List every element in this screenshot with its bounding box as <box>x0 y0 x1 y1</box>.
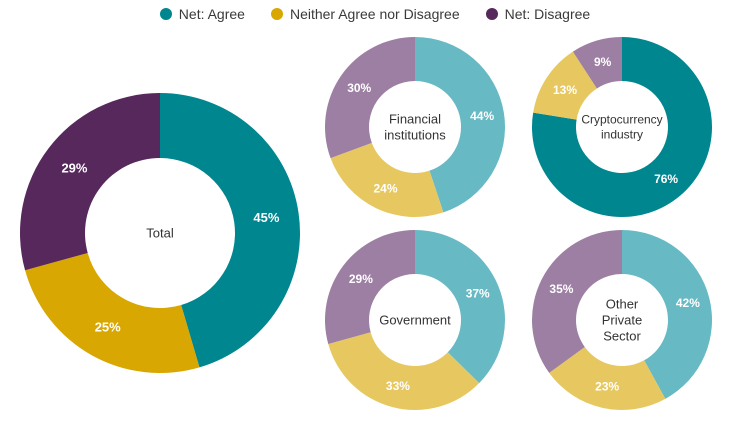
slice-government-neither <box>328 332 480 410</box>
center-label-financial-institutions: Financial <box>389 112 441 127</box>
center-label-government: Government <box>379 313 451 328</box>
value-label-total-disagree: 29% <box>61 160 87 175</box>
slice-government-agree <box>415 230 505 384</box>
legend-label-neither: Neither Agree nor Disagree <box>289 6 460 22</box>
slice-government-disagree <box>325 230 415 344</box>
legend-label-agree: Net: Agree <box>178 6 245 22</box>
center-label-total: Total <box>146 226 174 241</box>
value-label-other-private-sector-neither: 23% <box>595 379 619 393</box>
value-label-government-disagree: 29% <box>349 272 373 286</box>
slice-total-neither <box>25 252 200 373</box>
value-label-government-neither: 33% <box>386 379 410 393</box>
legend-item-neither: Neither Agree nor Disagree <box>270 6 460 22</box>
center-label-financial-institutions: institutions <box>384 128 446 143</box>
legend: Net: Agree Neither Agree nor Disagree Ne… <box>0 6 750 22</box>
slice-financial-institutions-agree <box>415 37 506 213</box>
legend-swatch-disagree <box>485 8 498 20</box>
legend-item-disagree: Net: Disagree <box>485 6 591 22</box>
donut-government: 37% 33% 29% Government <box>325 230 505 410</box>
value-label-cryptocurrency-industry-agree: 76% <box>654 172 678 186</box>
slice-cryptocurrency-industry-agree <box>531 37 712 217</box>
value-label-total-agree: 45% <box>253 210 279 225</box>
legend-swatch-neither <box>270 8 283 20</box>
center-label-cryptocurrency-industry: Cryptocurrency <box>581 113 662 127</box>
slice-other-private-sector-agree <box>622 230 712 399</box>
center-label-other-private-sector: Other <box>606 297 639 312</box>
slice-total-disagree <box>20 93 161 271</box>
legend-swatch-agree <box>159 8 172 20</box>
donut-total: 45% 25% 29% Total <box>20 93 300 373</box>
center-label-other-private-sector: Sector <box>603 329 641 344</box>
value-label-financial-institutions-neither: 24% <box>373 181 397 195</box>
slice-other-private-sector-disagree <box>532 230 622 373</box>
slice-financial-institutions-neither <box>330 142 444 218</box>
value-label-other-private-sector-agree: 42% <box>676 296 700 310</box>
slice-financial-institutions-disagree <box>325 37 415 159</box>
slice-cryptocurrency-industry-neither <box>533 51 597 120</box>
value-label-government-agree: 37% <box>466 287 490 301</box>
value-label-financial-institutions-disagree: 30% <box>347 81 371 95</box>
value-label-total-neither: 25% <box>95 319 121 334</box>
center-label-cryptocurrency-industry: industry <box>601 128 643 142</box>
legend-label-disagree: Net: Disagree <box>504 6 591 22</box>
slice-cryptocurrency-industry-disagree <box>572 37 622 89</box>
slice-other-private-sector-neither <box>549 347 666 410</box>
slice-total-agree <box>160 93 300 368</box>
value-label-other-private-sector-disagree: 35% <box>549 282 573 296</box>
center-label-other-private-sector: Private <box>602 313 642 328</box>
value-label-financial-institutions-agree: 44% <box>470 109 494 123</box>
value-label-cryptocurrency-industry-disagree: 9% <box>594 55 612 69</box>
legend-item-agree: Net: Agree <box>159 6 245 22</box>
watermark <box>685 425 688 436</box>
value-label-cryptocurrency-industry-neither: 13% <box>553 83 577 97</box>
